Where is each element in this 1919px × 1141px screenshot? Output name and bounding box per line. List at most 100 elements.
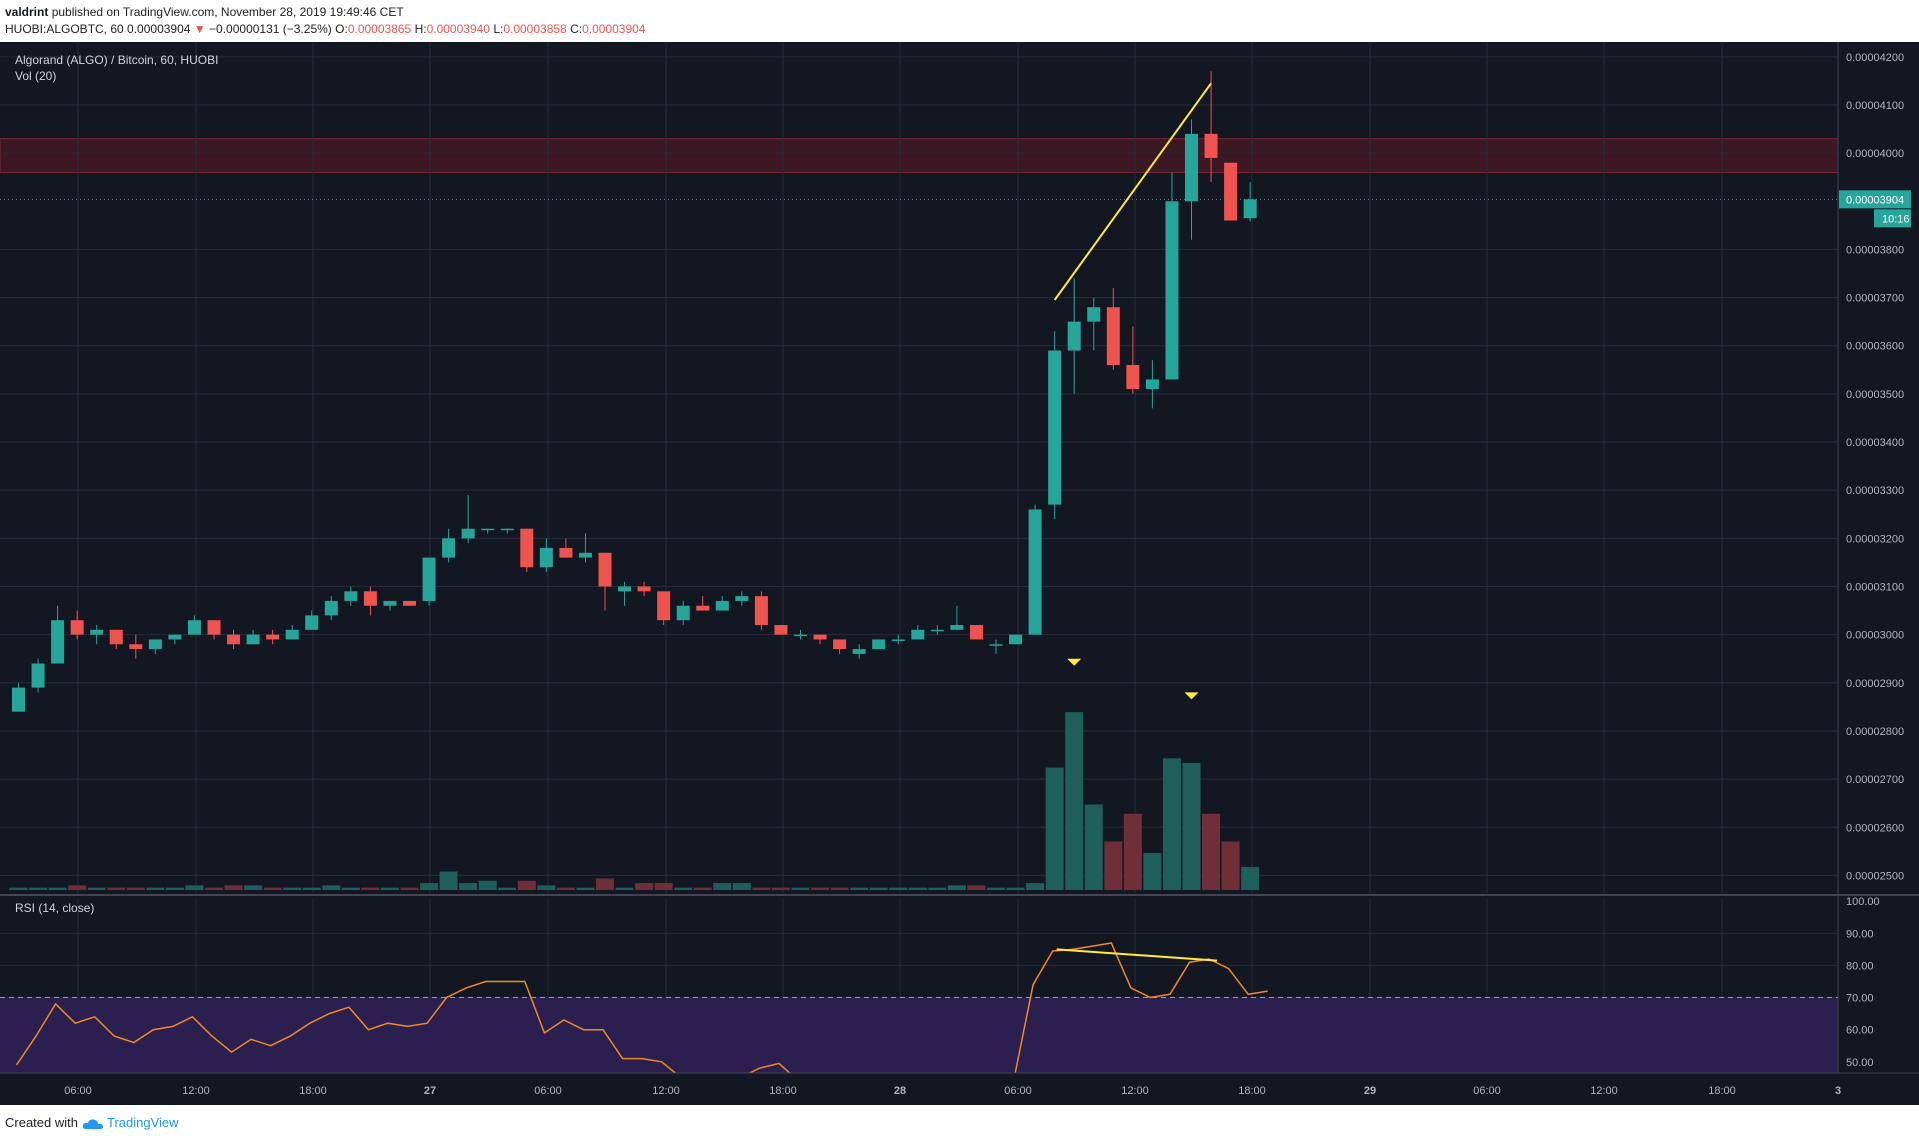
time-tick-label: 06:00 — [64, 1085, 92, 1097]
current-price-tag — [1839, 190, 1911, 209]
candle-body — [266, 634, 280, 640]
volume-bar — [576, 887, 595, 890]
countdown-label: 10:16 — [1882, 213, 1910, 225]
volume-bar — [1006, 887, 1025, 890]
rsi-band — [0, 997, 1838, 1073]
time-tick-label: 12:00 — [1121, 1085, 1149, 1097]
candle-body — [1048, 350, 1062, 505]
volume-bar — [517, 880, 536, 890]
candle-body — [539, 547, 553, 568]
candle-body — [754, 596, 768, 626]
volume-bar — [302, 887, 321, 890]
published-line: valdrint published on TradingView.com, N… — [5, 5, 404, 19]
candle-body — [129, 644, 143, 650]
volume-bar — [1045, 767, 1064, 890]
candle-body — [90, 629, 104, 635]
rsi-tick-label: 70.00 — [1846, 993, 1874, 1005]
volume-bar — [263, 887, 282, 890]
volume-legend: Vol (20) — [15, 69, 56, 83]
price-tick-label: 0.00003300 — [1846, 485, 1904, 497]
footer: Created with TradingView — [5, 1115, 179, 1130]
down-marker-1 — [1067, 658, 1082, 666]
price-tick-label: 0.00003800 — [1846, 244, 1904, 256]
volume-bar — [713, 883, 732, 890]
rsi-tick-label: 100.00 — [1846, 896, 1880, 908]
candle-body — [305, 615, 319, 630]
volume-bar — [596, 878, 614, 890]
volume-bar — [537, 885, 556, 890]
price-tick-label: 0.00002600 — [1846, 822, 1904, 834]
volume-bar — [771, 887, 790, 890]
time-tick-label: 28 — [894, 1085, 906, 1097]
time-tick-label: 3 — [1835, 1085, 1841, 1097]
time-tick-label: 18:00 — [299, 1085, 327, 1097]
price-tick-label: 0.00003500 — [1846, 389, 1904, 401]
volume-bar — [869, 887, 888, 890]
rsi-tick-label: 50.00 — [1846, 1057, 1874, 1069]
created-with-text: Created with — [5, 1115, 78, 1130]
volume-bar — [68, 885, 87, 890]
volume-bar — [674, 887, 693, 890]
chart-canvas[interactable]: 0.00004200 0.00004100 0.00004000 0.00003800… — [0, 42, 1919, 1105]
candle-body — [989, 644, 1003, 646]
price-tick-label: 0.00003600 — [1846, 341, 1904, 353]
last-price: 0.00003904 — [127, 22, 191, 36]
candle-body — [461, 528, 475, 539]
volume-bar — [850, 887, 869, 890]
price-tick-label: 0.00004000 — [1846, 148, 1904, 160]
candle-body — [696, 605, 710, 611]
volume-bar — [361, 887, 380, 890]
open-label: O: — [335, 22, 348, 36]
volume-bar — [987, 887, 1005, 890]
candle-body — [1067, 321, 1081, 351]
volume-bar — [1162, 758, 1181, 890]
volume-bar — [1065, 712, 1084, 890]
price-tick-label: 0.00002900 — [1846, 678, 1904, 690]
price-tick-label: 0.00002500 — [1846, 870, 1904, 882]
candle-body — [1145, 379, 1159, 390]
candle-body — [1165, 201, 1179, 380]
candle-body — [950, 625, 964, 630]
volume-bar — [322, 885, 341, 890]
time-tick-label: 18:00 — [1708, 1085, 1736, 1097]
candle-body — [891, 639, 905, 641]
candle-body — [930, 629, 944, 632]
volume-bar — [1221, 841, 1240, 890]
price-tick-label: 0.00004200 — [1846, 52, 1904, 64]
candle-body — [578, 552, 592, 558]
volume-bar — [283, 887, 302, 890]
volume-bar — [1143, 853, 1162, 890]
rsi-legend: RSI (14, close) — [15, 901, 94, 915]
time-tick-label: 12:00 — [652, 1085, 680, 1097]
high-label: H: — [414, 22, 427, 36]
volume-bar — [439, 871, 458, 890]
candle-body — [324, 600, 338, 616]
candle-body — [520, 528, 534, 568]
resistance-zone — [0, 138, 1839, 173]
volume-bar — [615, 887, 634, 890]
candle-body — [1185, 133, 1198, 202]
time-tick-label: 27 — [424, 1085, 436, 1097]
volume-bar — [205, 887, 223, 890]
tradingview-brand[interactable]: TradingView — [107, 1115, 179, 1130]
price-tick-label: 0.00003400 — [1846, 437, 1904, 449]
candle-body — [109, 629, 123, 645]
candle-body — [227, 634, 241, 645]
countdown-tag — [1874, 209, 1911, 228]
volume-bar — [1182, 762, 1201, 890]
candle-body — [1204, 133, 1218, 158]
volume-bar — [752, 887, 771, 890]
volume-bar — [791, 887, 810, 890]
candle-body — [1028, 509, 1042, 635]
candle-body — [1243, 199, 1257, 219]
volume-bar — [380, 887, 399, 890]
candle-body — [676, 605, 690, 621]
volume-bar — [87, 887, 106, 890]
price-tick-label: 0.00003200 — [1846, 533, 1904, 545]
price-tick-label: 0.00002700 — [1846, 774, 1904, 786]
volume-bar — [498, 887, 517, 890]
candle-body — [481, 528, 495, 531]
publisher-name[interactable]: valdrint — [5, 5, 49, 19]
volume-bar — [654, 883, 673, 890]
candle-body — [285, 629, 299, 640]
